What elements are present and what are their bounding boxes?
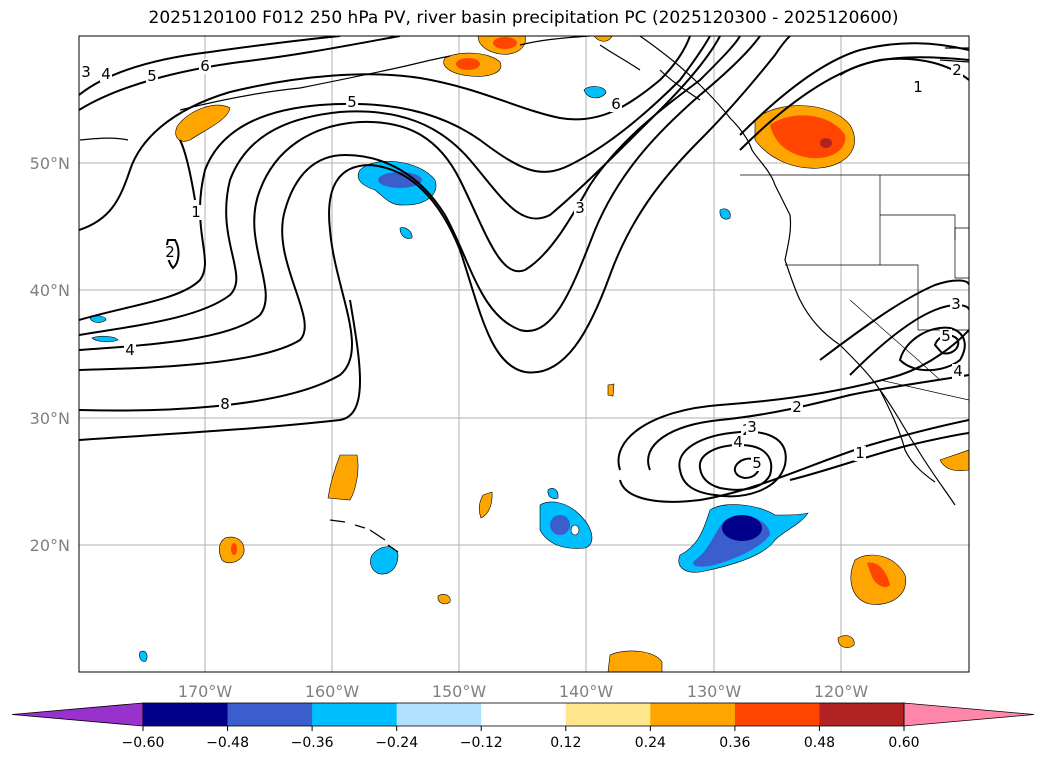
lon-label: 120°W [814,682,869,701]
colorbar-tick-label: 0.24 [635,735,666,751]
contour-label: 6 [611,95,621,113]
colorbar-tick-label: 0.48 [804,735,835,751]
contour-label-bg [199,59,211,74]
colorbar-tick-label: −0.36 [291,735,334,751]
contour-label: 3 [81,63,91,81]
contour-label: 3 [575,199,585,217]
lon-labels: 170°W 160°W 150°W 140°W 130°W 120°W [178,682,869,701]
contour-label-bg [951,63,963,78]
contour-label-bg [346,95,358,110]
contour-label-bg [732,435,744,450]
colorbar-segment [481,703,567,726]
contour-label-bg [574,201,586,216]
contour-label-bg [80,65,92,80]
lon-label: 170°W [178,682,233,701]
colorbar-tick-label: 0.12 [550,735,581,751]
colorbar-segment [312,703,398,726]
contour-label: 4 [101,65,111,83]
contour-label: 4 [733,433,743,451]
contour-label-bg [164,245,176,260]
contour-label-bg [854,446,866,461]
contour-label: 3 [747,418,757,436]
contour-label-bg [751,456,763,471]
contour-labels: 3456563212184223453541 [80,57,964,472]
contour-label-bg [952,364,964,379]
precip-positive [175,36,969,672]
contour-label: 4 [953,362,963,380]
colorbar-tick-label: −0.60 [122,735,165,751]
contour-label: 2 [165,243,175,261]
contour-label: 5 [752,454,762,472]
contour-label-bg [746,420,758,435]
contour-label: 5 [347,93,357,111]
colorbar-segment [819,703,905,726]
lon-label: 160°W [305,682,360,701]
colorbar-segment [227,703,313,726]
colorbar-frame [142,702,905,727]
colorbar-segment [143,703,229,726]
colorbar-segment [565,703,651,726]
lat-label: 20°N [30,536,70,555]
colorbar-tick-label: −0.24 [375,735,418,751]
lat-label: 30°N [30,409,70,428]
colorbar-tick-label: 0.36 [719,735,750,751]
precip-negative [89,86,809,662]
map-title: 2025120100 F012 250 hPa PV, river basin … [148,8,899,28]
contour-label: 3 [951,295,961,313]
lon-label: 150°W [432,682,487,701]
contour-label-bg [791,400,803,415]
contour-label: 1 [855,444,865,462]
colorbar: −0.60 −0.48 −0.36 −0.24 −0.12 0.12 0.24 0.36 0.4… [11,702,1035,751]
contour-label: 1 [191,203,201,221]
contour-label: 8 [220,395,230,413]
lon-label: 130°W [687,682,742,701]
contour-label-bg [950,297,962,312]
contour-label: 2 [952,61,962,79]
colorbar-segment [650,703,736,726]
contour-label-bg [124,343,136,358]
colorbar-segment [734,703,820,726]
contour-label-bg [219,397,231,412]
colorbar-extend-low [11,702,144,727]
colorbar-extend-high [903,702,1035,727]
colorbar-tick-label: −0.12 [460,735,503,751]
lon-label: 140°W [559,682,614,701]
contour-label-bg [912,80,924,95]
colorbar-tick-label: −0.48 [206,735,249,751]
contour-label-bg [610,97,622,112]
colorbar-segment [396,703,482,726]
colorbar-tick-label: 0.60 [888,735,919,751]
contour-label: 6 [200,57,210,75]
contour-label-bg [190,205,202,220]
lat-labels: 50°N 40°N 30°N 20°N [30,154,70,555]
contour-label: 1 [913,78,923,96]
contour-label: 5 [941,327,951,345]
contour-label: 5 [147,67,157,85]
lat-label: 40°N [30,281,70,300]
contour-label-bg [940,329,952,344]
contour-label: 4 [125,341,135,359]
lat-label: 50°N [30,154,70,173]
pv-contours [79,36,969,503]
contour-label-bg [146,69,158,84]
plot-frame [78,35,970,673]
contour-label: 2 [792,398,802,416]
contour-label-bg [100,67,112,82]
